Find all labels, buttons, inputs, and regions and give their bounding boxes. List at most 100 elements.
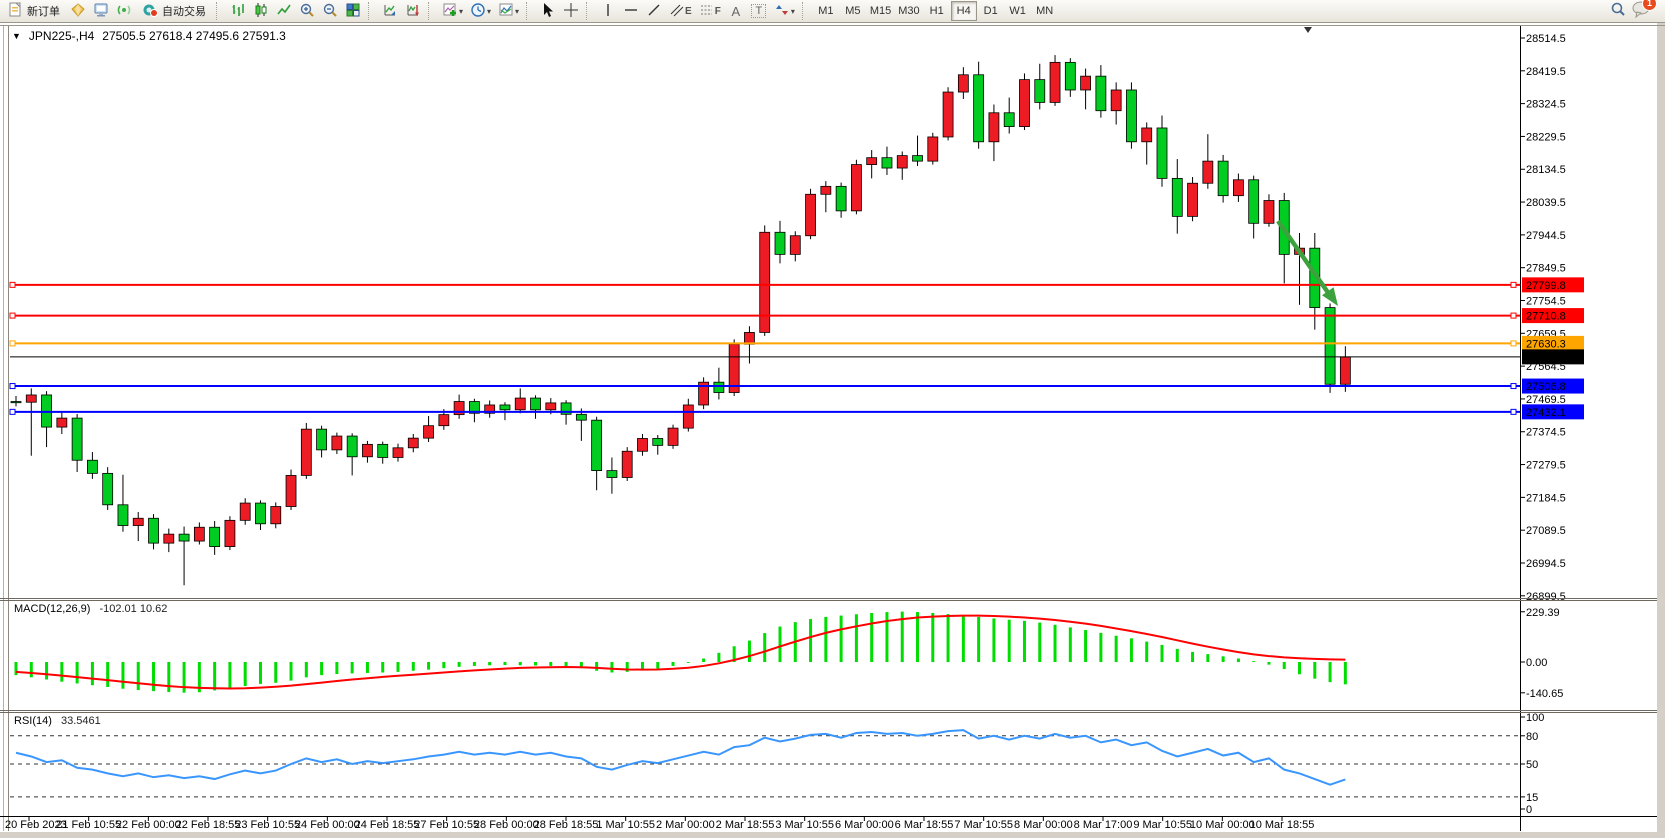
line-chart-mode-button[interactable]	[273, 1, 295, 21]
hline-left-handle[interactable]	[9, 340, 16, 347]
search-icon	[1609, 1, 1627, 22]
horizontal-line[interactable]	[9, 340, 1520, 347]
horizontal-line[interactable]	[9, 408, 1520, 415]
price-axis-label: 28229.5	[1526, 131, 1566, 143]
horizontal-line[interactable]	[9, 312, 1520, 319]
arrows-caret-icon[interactable]: ▾	[790, 6, 795, 16]
templates-caret-icon[interactable]: ▾	[515, 6, 520, 16]
hline-left-handle[interactable]	[9, 281, 16, 288]
price-axis-label: 27279.5	[1526, 460, 1566, 472]
trendline-tool-button[interactable]	[643, 1, 665, 21]
indicators-caret-icon[interactable]: ▾	[459, 6, 464, 16]
hline-price-badge-text: 27432.1	[1526, 407, 1566, 419]
templates-button[interactable]: ▾	[495, 1, 522, 21]
candle-body	[1095, 75, 1107, 112]
candle-body	[942, 91, 954, 138]
hline-right-handle[interactable]	[1510, 312, 1517, 319]
rsi-axis-label: 0	[1526, 804, 1532, 816]
candle-body	[912, 155, 923, 162]
autotrading-button[interactable]: 自动交易	[136, 1, 212, 21]
time-axis-label: 27 Feb 10:55	[414, 819, 479, 831]
tab-m30[interactable]: M30	[895, 1, 922, 21]
new-order-button[interactable]: 新订单	[2, 1, 66, 21]
channel-tool-button[interactable]: E	[666, 1, 695, 21]
fibonacci-tool-button[interactable]: F	[696, 1, 724, 21]
hline-right-handle[interactable]	[1510, 383, 1517, 390]
new-order-icon	[8, 2, 23, 20]
hline-right-handle[interactable]	[1510, 281, 1517, 288]
candle-body	[300, 428, 312, 476]
tab-h4[interactable]: H4	[950, 1, 977, 21]
tab-m1[interactable]: M1	[813, 1, 839, 21]
rsi-axis-label: 50	[1526, 759, 1538, 771]
crosshair-tool-button[interactable]	[560, 1, 582, 21]
candle-body	[866, 157, 878, 165]
candle-body	[209, 526, 221, 547]
fibonacci-letter: F	[714, 5, 721, 17]
tab-m15[interactable]: M15	[867, 1, 894, 21]
chart-shift-marker[interactable]	[1304, 27, 1312, 33]
zoom-out-button[interactable]	[319, 1, 341, 21]
macd-signal-line	[15, 614, 1346, 690]
horizontal-line[interactable]	[9, 281, 1520, 288]
trend-arrow-annotation[interactable]	[1276, 219, 1338, 306]
tile-windows-button[interactable]	[342, 1, 364, 21]
time-axis-label: 6 Mar 00:00	[835, 819, 894, 831]
zoom-in-button[interactable]	[296, 1, 318, 21]
candle-body	[468, 401, 480, 414]
candle-body	[774, 231, 786, 255]
trend-arrow-head[interactable]	[1322, 287, 1338, 306]
ohlc-values: 27505.5 27618.4 27495.6 27591.3	[102, 29, 286, 43]
hline-left-handle[interactable]	[9, 312, 16, 319]
tab-d1[interactable]: D1	[978, 1, 1004, 21]
candle-chart-mode-button[interactable]	[250, 1, 272, 21]
trend-arrow-shaft[interactable]	[1276, 219, 1331, 296]
terminal-button[interactable]	[90, 1, 112, 21]
arrows-tool-button[interactable]: ▾	[771, 1, 798, 21]
tab-h1[interactable]: H1	[924, 1, 950, 21]
time-axis-label: 2 Mar 18:55	[716, 819, 775, 831]
hline-right-handle[interactable]	[1510, 408, 1517, 415]
hline-left-handle[interactable]	[9, 408, 16, 415]
tab-w1[interactable]: W1	[1005, 1, 1031, 21]
cursor-tool-button[interactable]	[537, 1, 559, 21]
candle-body	[178, 533, 190, 542]
time-axis-label: 23 Feb 10:55	[235, 819, 300, 831]
price-axis-label: 27469.5	[1526, 394, 1566, 406]
horizontal-line[interactable]	[9, 383, 1520, 390]
hline-left-handle[interactable]	[9, 383, 16, 390]
price-axis-label: 28324.5	[1526, 99, 1566, 111]
bar-chart-mode-button[interactable]	[227, 1, 249, 21]
time-axis-label: 28 Feb 18:55	[534, 819, 599, 831]
label-tool-button[interactable]: T	[748, 1, 770, 21]
time-axis-label: 24 Feb 00:00	[295, 819, 360, 831]
hline-right-handle[interactable]	[1510, 340, 1517, 347]
text-tool-icon: A	[731, 3, 741, 19]
candle-body	[698, 381, 709, 406]
indicators-button[interactable]: ▾	[439, 1, 466, 21]
time-axis-label: 8 Mar 17:00	[1074, 819, 1133, 831]
signals-button[interactable]	[113, 1, 135, 21]
auto-scroll-button[interactable]	[379, 1, 401, 21]
tab-mn[interactable]: MN	[1032, 1, 1058, 21]
toolbar-separator	[428, 2, 435, 20]
text-tool-button[interactable]: A	[725, 1, 747, 21]
candle-body	[789, 235, 801, 255]
candle-body	[591, 419, 603, 472]
periods-caret-icon[interactable]: ▾	[487, 6, 492, 16]
horizontal-line-tool-button[interactable]	[620, 1, 642, 21]
tab-m5[interactable]: M5	[840, 1, 866, 21]
candle-body	[377, 443, 389, 458]
chat-button[interactable]: 1	[1631, 0, 1657, 23]
vertical-line-tool-button[interactable]	[597, 1, 619, 21]
time-axis-label: 10 Mar 18:55	[1250, 819, 1315, 831]
periods-button[interactable]: ▾	[467, 1, 494, 21]
market-watch-button[interactable]	[67, 1, 89, 21]
chart-title[interactable]: ▼ JPN225-,H4 27505.5 27618.4 27495.6 275…	[12, 29, 286, 43]
chart-shift-button[interactable]	[402, 1, 424, 21]
search-button[interactable]	[1606, 1, 1630, 21]
candle-body	[835, 185, 847, 212]
candle-body	[270, 506, 282, 525]
symbol-dropdown-icon[interactable]: ▼	[12, 31, 21, 41]
